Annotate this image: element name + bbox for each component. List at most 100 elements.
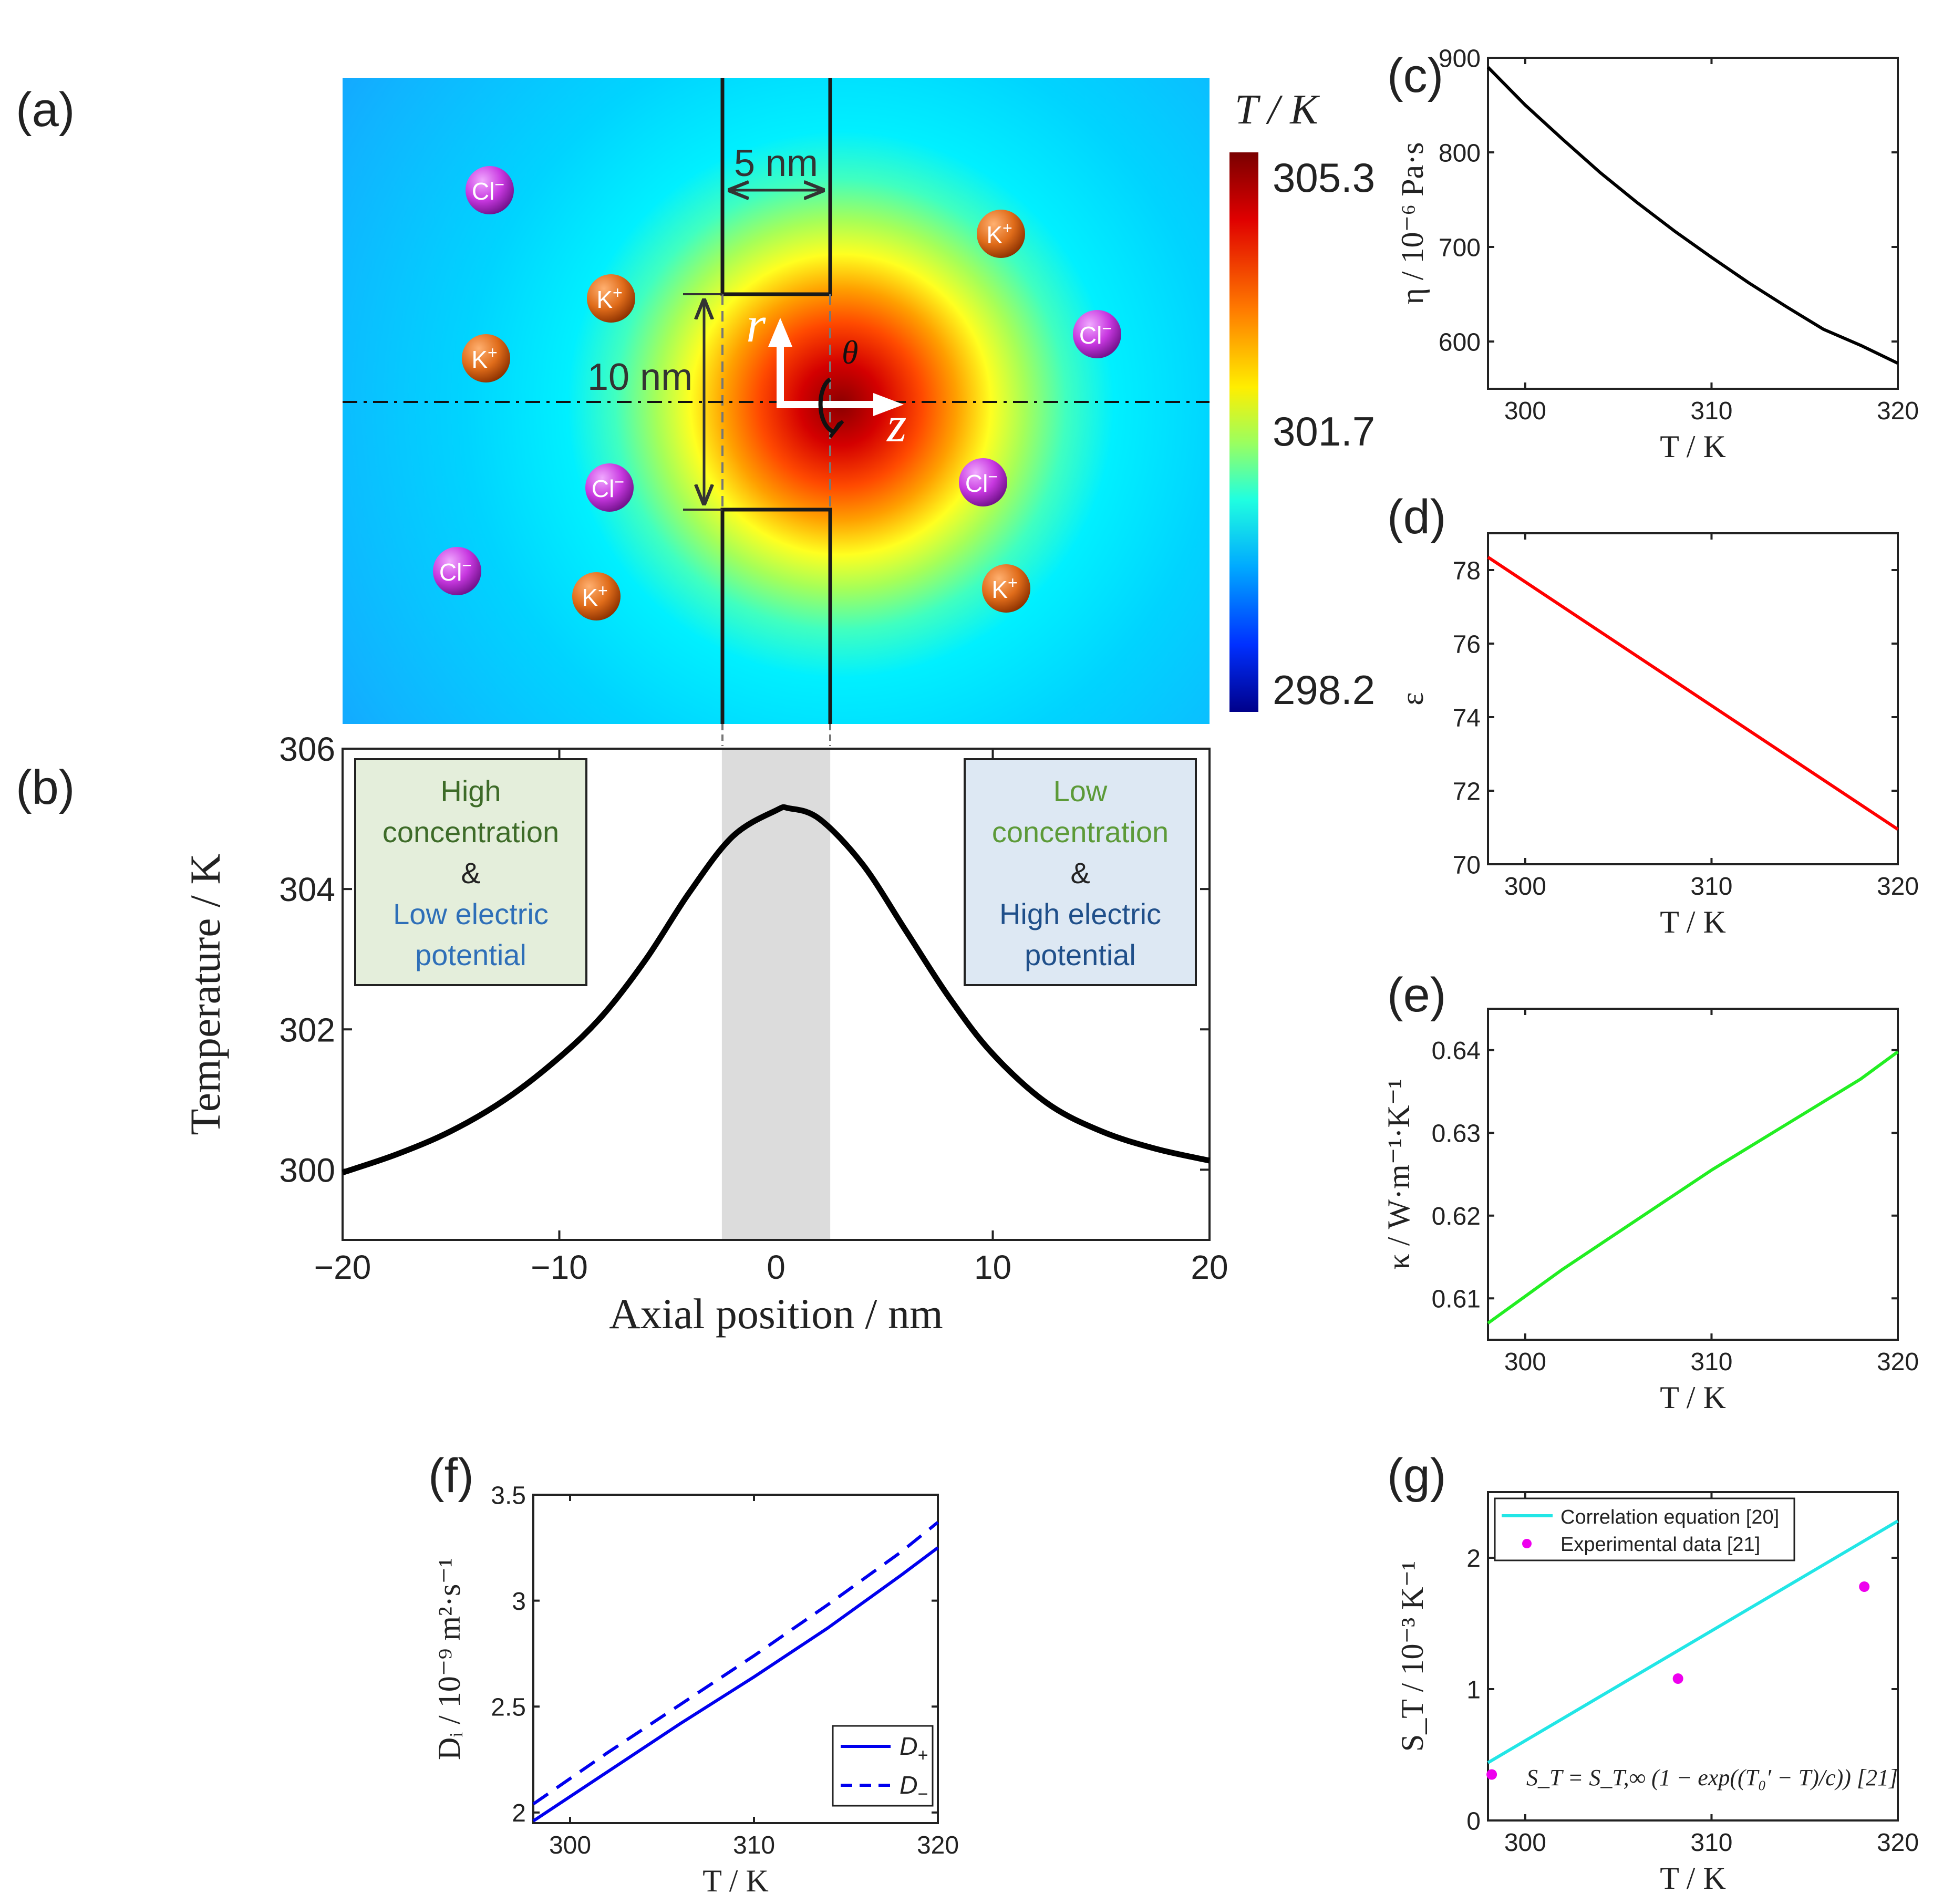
info-left-line2: concentration (383, 815, 559, 848)
potassium-ion (572, 572, 621, 620)
info-right-line5: potential (1025, 938, 1136, 971)
legend-label-experimental: Experimental data [21] (1560, 1534, 1760, 1556)
ion-group: Cl− K+ K+ Cl− K+ Cl− Cl− Cl− K+ K+ (433, 166, 1121, 620)
chloride-ion (466, 166, 514, 214)
y-tick-label: 0.63 (1432, 1120, 1481, 1148)
x-tick-label: 310 (1690, 873, 1732, 901)
panel-label-d: (d) (1387, 490, 1446, 544)
legend-marker-experimental (1522, 1539, 1532, 1548)
chloride-ion (959, 458, 1007, 506)
y-tick-label: 306 (279, 730, 335, 768)
y-tick-label: 2 (1466, 1545, 1481, 1572)
ion-charge: + (1008, 573, 1018, 592)
x-tick-label: 300 (1504, 873, 1546, 901)
y-tick-label: 302 (279, 1011, 335, 1049)
dim-height-label: 10 nm (587, 356, 693, 398)
x-axis-label: T / K (1660, 905, 1726, 939)
x-tick-label: 320 (1877, 1348, 1919, 1376)
colorbar-tick-mid: 301.7 (1273, 408, 1375, 454)
ion-charge: − (614, 472, 624, 491)
colorbar-title: T / K (1235, 87, 1320, 133)
ion-k: K+ (982, 564, 1030, 613)
info-box-left: High concentration & Low electric potent… (354, 758, 587, 986)
y-tick-label: 600 (1439, 328, 1481, 356)
panel-label-f: (f) (428, 1449, 474, 1503)
legend-label: D+ (900, 1733, 928, 1765)
ion-label: K+ (582, 581, 607, 611)
ion-charge: − (988, 467, 998, 486)
y-tick-label: 78 (1453, 557, 1481, 585)
info-right-line2: concentration (992, 815, 1169, 848)
info-left-line5: potential (415, 938, 526, 971)
y-tick-label: 3 (512, 1588, 526, 1616)
x-tick-label: 310 (1690, 397, 1732, 425)
y-axis-label: κ / W·m⁻¹·K⁻¹ (1381, 1079, 1416, 1270)
x-tick-label: 310 (733, 1831, 775, 1859)
panel-label-e: (e) (1387, 968, 1446, 1022)
y-tick-label: 76 (1453, 630, 1481, 658)
conductivity-curve (1487, 1050, 1899, 1324)
chart-d: 300 310 320 70 72 74 76 78 T / K ε (1395, 532, 1919, 939)
panel-label-c: (c) (1387, 49, 1443, 102)
pore-shade (721, 750, 831, 1239)
y-axis-label: ε (1395, 692, 1430, 705)
ion-charge: − (494, 175, 504, 194)
permittivity-curve (1487, 556, 1899, 831)
theta-rotation-arrow (818, 377, 835, 434)
experimental-point (1486, 1769, 1497, 1780)
x-axis-label: T / K (702, 1864, 769, 1898)
plot-frame (532, 1494, 939, 1824)
heatmap-panel: 5 nm 10 nm r z θ Cl− K+ K+ Cl− K+ Cl− Cl− Cl− K+… (343, 78, 1210, 724)
ion-k: K+ (572, 572, 621, 620)
legend-g: Correlation equation [20] Experimental da… (1494, 1497, 1795, 1561)
potassium-ion (977, 210, 1025, 258)
chart-b: −20 −10 0 10 20 300 302 304 306 Axial position / … (181, 730, 1228, 1338)
ion-cl: Cl− (1073, 310, 1121, 358)
y-tick-label: 2 (512, 1799, 526, 1827)
legend-box (832, 1725, 934, 1807)
z-axis-label: z (886, 396, 906, 452)
x-tick-label: 320 (1877, 873, 1919, 901)
x-axis-label: T / K (1660, 429, 1726, 464)
x-axis-label: Axial position / nm (609, 1290, 943, 1338)
panel-label-g: (g) (1387, 1449, 1446, 1503)
potassium-ion (587, 274, 635, 323)
legend-box (1494, 1497, 1795, 1561)
experimental-point (1672, 1673, 1683, 1684)
panel-label-b: (b) (16, 761, 75, 814)
z-arrowhead (873, 393, 904, 416)
x-tick-label: 20 (1191, 1248, 1228, 1286)
correlation-curve (1487, 1519, 1899, 1764)
experimental-point (1859, 1581, 1870, 1592)
y-tick-label: 74 (1453, 704, 1481, 732)
y-tick-label: 0.61 (1432, 1286, 1481, 1313)
x-tick-label: 310 (1690, 1348, 1732, 1376)
r-arrowhead (768, 318, 792, 347)
chart-f: 300 310 320 2 2.5 3 3.5 T / K Dᵢ / 10⁻⁹ m²·s⁻¹ D+… (432, 1482, 959, 1898)
colorbar-tick-min: 298.2 (1273, 667, 1375, 713)
ion-charge: − (1102, 319, 1112, 338)
x-axis-label: T / K (1660, 1861, 1726, 1896)
ion-k: K+ (587, 274, 635, 323)
info-box-right-bg (964, 758, 1197, 986)
x-tick-label: 320 (1877, 1829, 1919, 1857)
legend-label-correlation: Correlation equation [20] (1560, 1506, 1779, 1528)
y-axis-label: η / 10⁻⁶ Pa·s (1395, 142, 1430, 305)
ion-k: K+ (462, 334, 510, 382)
theta-label: θ (842, 334, 858, 371)
info-right-line4: High electric (999, 897, 1161, 930)
potassium-ion (982, 564, 1030, 613)
x-tick-label: 310 (1690, 1829, 1732, 1857)
info-box-right: Low concentration & High electric potent… (964, 758, 1197, 986)
plot-frame (1487, 1491, 1899, 1822)
ion-label: K+ (986, 219, 1012, 249)
info-left-line4: Low electric (393, 897, 549, 930)
y-tick-label: 2.5 (491, 1694, 526, 1722)
chart-c: 300 310 320 600 700 800 900 T / K η / 10⁻⁶ Pa·s (1395, 45, 1919, 464)
y-tick-label: 900 (1439, 45, 1481, 73)
plot-frame (1487, 57, 1899, 390)
plot-frame (1487, 532, 1899, 865)
ion-k: K+ (977, 210, 1025, 258)
y-tick-label: 70 (1453, 851, 1481, 879)
ion-charge: + (598, 581, 608, 600)
